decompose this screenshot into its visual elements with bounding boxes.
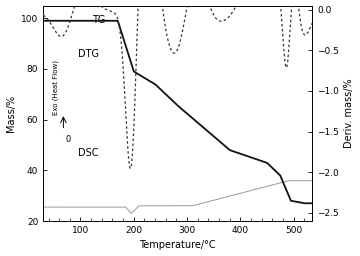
Y-axis label: Mass/%: Mass/% xyxy=(5,95,15,132)
Y-axis label: Deriv. mass/%: Deriv. mass/% xyxy=(345,79,355,148)
Text: TG: TG xyxy=(92,15,105,25)
X-axis label: Temperature/°C: Temperature/°C xyxy=(139,240,216,250)
Text: Exo (Heat Flow): Exo (Heat Flow) xyxy=(53,60,59,115)
Text: DTG: DTG xyxy=(78,49,99,59)
Text: 0: 0 xyxy=(65,135,71,144)
Text: DSC: DSC xyxy=(78,148,99,158)
